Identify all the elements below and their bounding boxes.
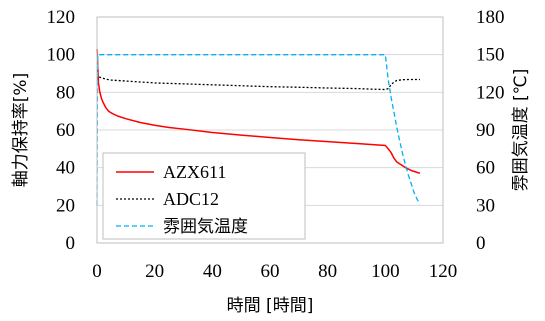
y2-tick-label: 60 <box>476 158 495 179</box>
x-tick-label: 100 <box>371 261 400 282</box>
y2-tick-label: 90 <box>476 120 495 141</box>
series-line-1 <box>96 69 420 91</box>
y-tick-label: 120 <box>47 7 76 28</box>
series-layer <box>96 48 421 206</box>
y-tick-label: 20 <box>56 195 75 216</box>
y-tick-label: 0 <box>66 233 76 254</box>
legend-label-adc12: ADC12 <box>163 189 219 209</box>
tick-labels: 0 20 40 60 80 100 120 0 30 60 90 120 150 180 0 20 40 60 80… <box>47 7 505 282</box>
x-tick-label: 0 <box>92 261 102 282</box>
plot-frame <box>96 16 444 244</box>
series-line-2 <box>96 54 421 206</box>
y-axis-title: 軸力保持率[%] <box>11 73 31 187</box>
legend-box <box>102 152 306 240</box>
y2-tick-label: 0 <box>476 233 486 254</box>
y2-tick-label: 180 <box>476 7 505 28</box>
series-line-0 <box>96 48 421 175</box>
y2-tick-label: 150 <box>476 45 505 66</box>
y2-tick-label: 30 <box>476 195 495 216</box>
y-tick-label: 60 <box>56 120 75 141</box>
x-tick-label: 60 <box>261 261 280 282</box>
x-tick-label: 120 <box>429 261 458 282</box>
x-tick-label: 40 <box>203 261 222 282</box>
x-tick-label: 20 <box>145 261 164 282</box>
legend-label-temperature: 雰囲気温度 <box>163 217 248 237</box>
x-tick-label: 80 <box>318 261 337 282</box>
y2-tick-label: 120 <box>476 82 505 103</box>
legend-label-azx611: AZX611 <box>163 162 226 182</box>
y-tick-label: 100 <box>47 45 76 66</box>
legend: AZX611 ADC12 雰囲気温度 <box>102 152 306 240</box>
y-tick-label: 40 <box>56 158 75 179</box>
x-axis-title: 時間 [時間] <box>227 296 314 316</box>
y-tick-label: 80 <box>56 82 75 103</box>
y2-axis-title: 雰囲気温度 [℃] <box>511 69 531 192</box>
